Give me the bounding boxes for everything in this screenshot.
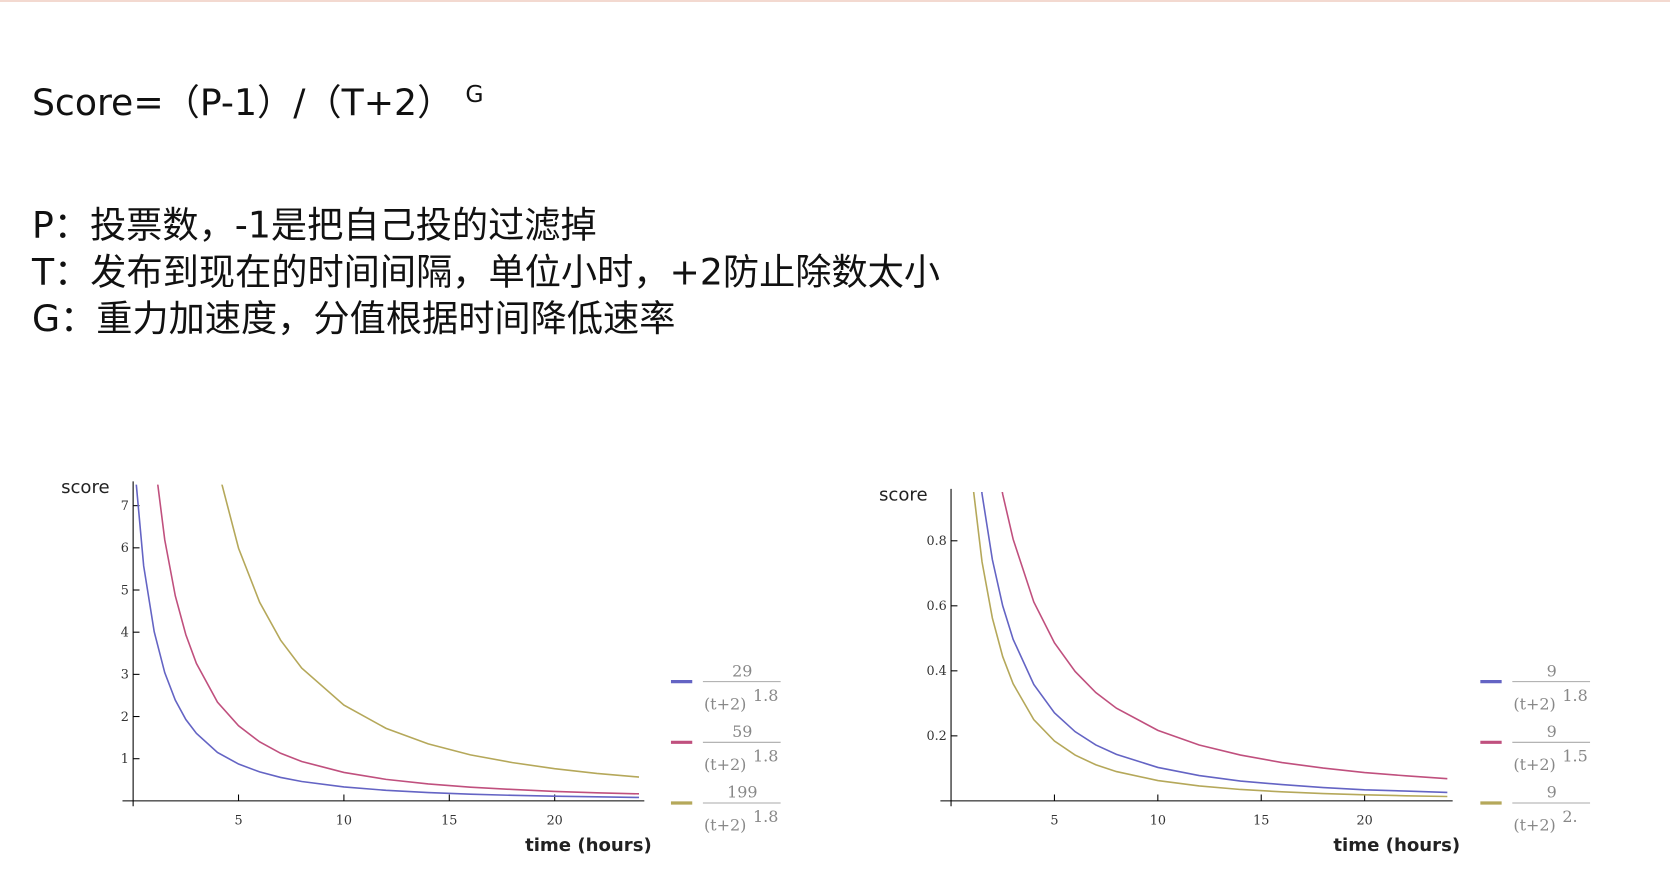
x-tick-label: 15 <box>1253 813 1269 828</box>
x-tick-label: 5 <box>234 813 242 828</box>
legend-base: (t+2) <box>1513 816 1555 835</box>
legend-base: (t+2) <box>704 694 746 713</box>
series-line <box>972 492 1448 798</box>
legend-base: (t+2) <box>1513 694 1555 713</box>
legend-exponent: 1.8 <box>753 686 778 705</box>
y-tick-label: 1 <box>121 752 129 767</box>
y-tick-label: 0.8 <box>926 534 946 549</box>
legend-exponent: 1.8 <box>1562 686 1587 705</box>
x-tick-label: 5 <box>1050 813 1058 828</box>
legend-numerator: 199 <box>727 783 757 802</box>
chart: 5 10 15 20 0.2 0.4 0.6 0.8 score time (hours) 9 (t+… <box>879 485 1591 856</box>
legend-exponent: 1.8 <box>753 746 778 765</box>
series-line <box>156 484 640 795</box>
legend-exponent: 1.5 <box>1562 746 1587 765</box>
legend-base: (t+2) <box>1513 755 1555 774</box>
series-line <box>221 484 640 778</box>
definition: T：发布到现在的时间间隔，单位小时，+2防止除数太小 <box>31 250 940 293</box>
legend-base: (t+2) <box>704 755 746 774</box>
y-axis-label: score <box>61 477 110 498</box>
x-tick-label: 20 <box>547 813 563 828</box>
legend-exponent: 1.8 <box>753 807 778 826</box>
y-tick-label: 3 <box>121 668 129 683</box>
legend-numerator: 9 <box>1547 661 1557 680</box>
y-tick-label: 2 <box>121 710 129 725</box>
content: Score=（P-1）/（T+2） G P：投票数，-1是把自己投的过滤掉 T：… <box>31 80 1591 856</box>
y-axis-label: score <box>879 485 928 506</box>
definition: G：重力加速度，分值根据时间降低速率 <box>32 297 676 340</box>
legend-numerator: 59 <box>732 722 752 741</box>
y-tick-label: 0.2 <box>926 729 946 744</box>
x-tick-label: 10 <box>1150 813 1166 828</box>
x-tick-label: 15 <box>441 813 457 828</box>
chart: 5 10 15 20 1 2 3 4 5 6 7 score time (hours) 29 (t+2) 1.… <box>61 477 781 856</box>
x-tick-label: 10 <box>336 813 352 828</box>
definition: P：投票数，-1是把自己投的过滤掉 <box>32 203 597 246</box>
x-axis-label: time (hours) <box>1333 835 1460 856</box>
legend-numerator: 29 <box>732 661 752 680</box>
legend-exponent: 2. <box>1562 807 1577 826</box>
formula-exponent: G <box>465 80 483 108</box>
y-tick-label: 0.4 <box>926 664 946 679</box>
y-tick-label: 0.6 <box>926 599 946 614</box>
top-border <box>0 0 1670 2</box>
series-line <box>981 492 1448 794</box>
formula: Score=（P-1）/（T+2） <box>32 81 453 124</box>
legend-base: (t+2) <box>704 816 746 835</box>
x-tick-label: 20 <box>1356 813 1372 828</box>
y-tick-label: 5 <box>121 583 129 598</box>
x-axis-label: time (hours) <box>525 835 652 856</box>
legend-numerator: 9 <box>1547 722 1557 741</box>
y-tick-label: 7 <box>121 499 129 514</box>
series-line <box>135 484 640 799</box>
y-tick-label: 6 <box>121 541 129 556</box>
y-tick-label: 4 <box>121 625 129 640</box>
series-line <box>1001 492 1448 780</box>
legend-numerator: 9 <box>1547 783 1557 802</box>
